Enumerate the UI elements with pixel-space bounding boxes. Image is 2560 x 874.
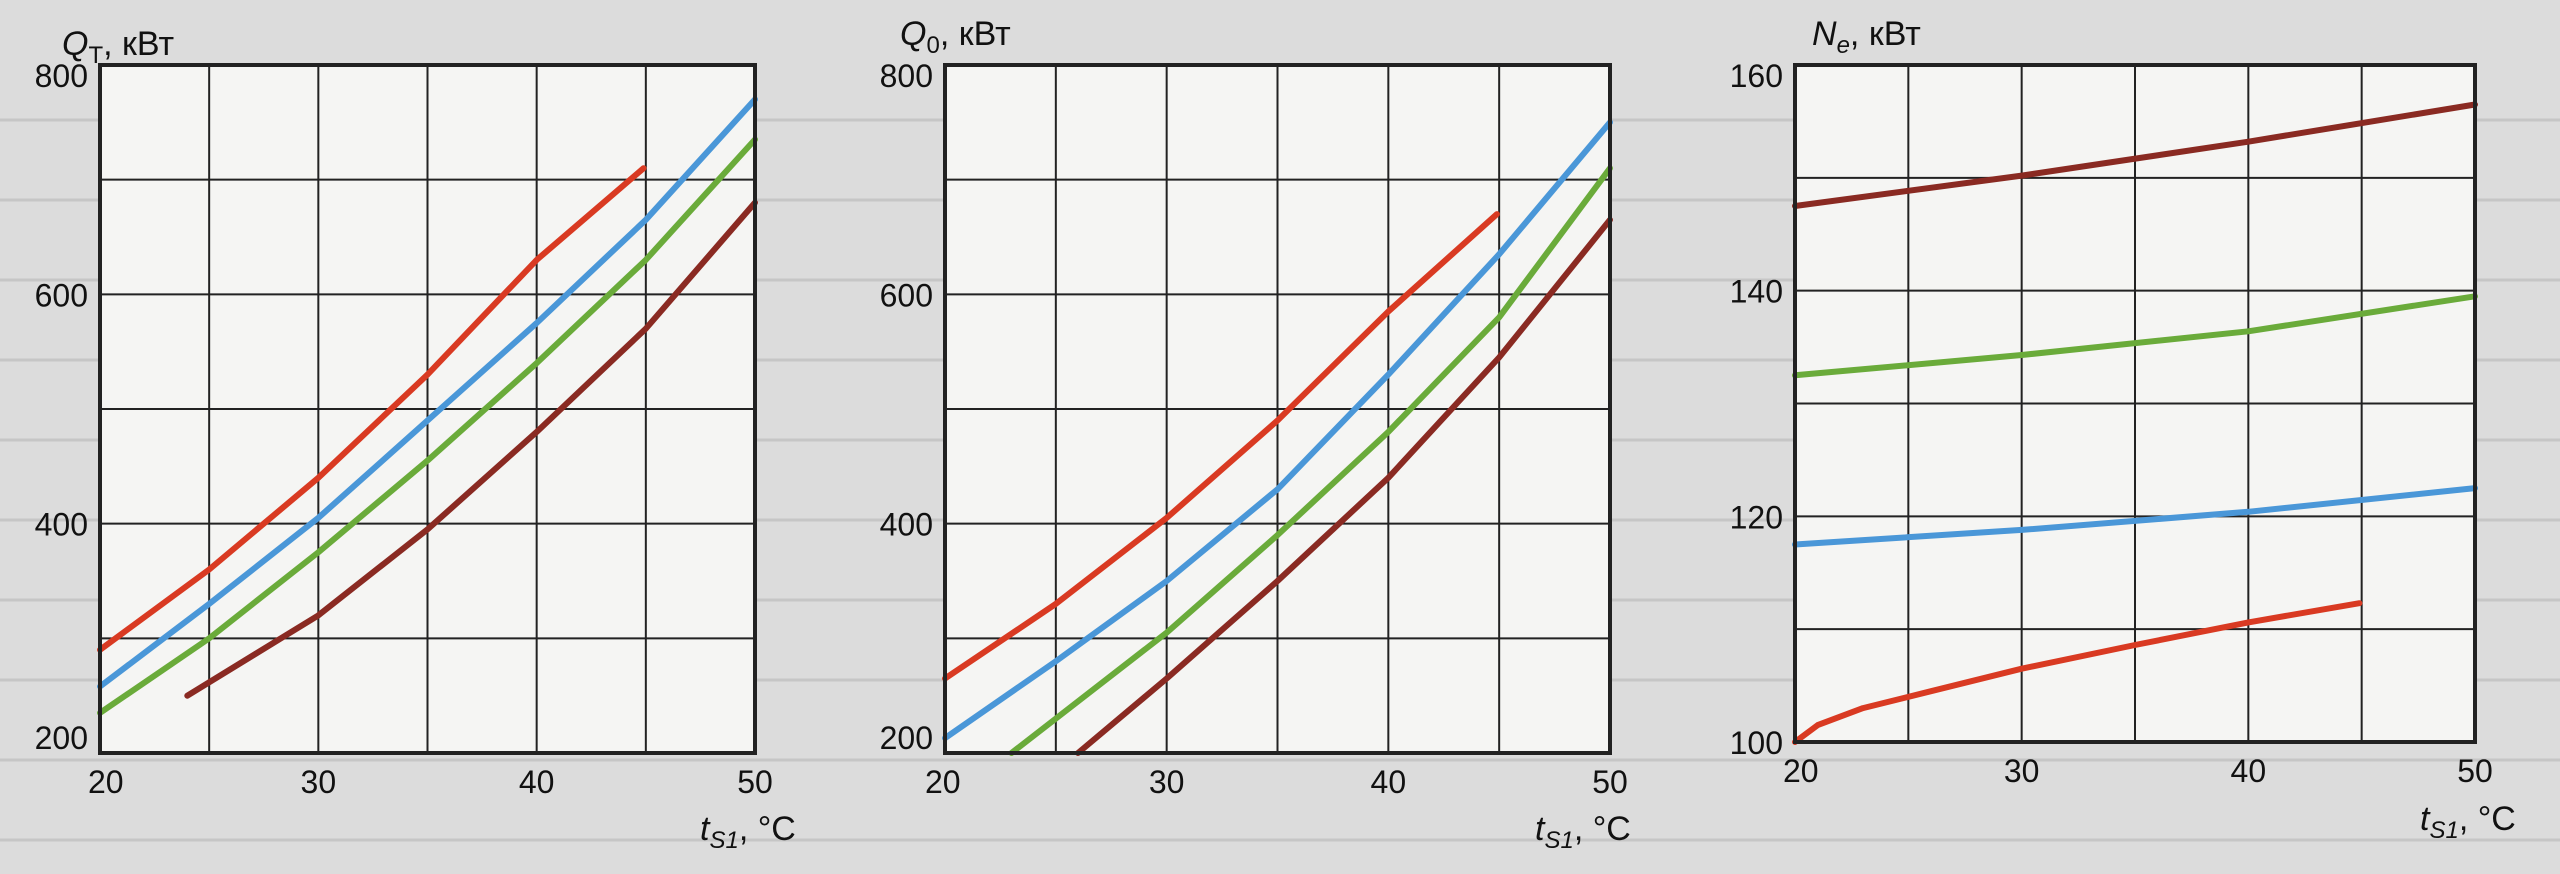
y-tick-label: 400 [880, 507, 933, 543]
x-tick-label: 30 [2004, 753, 2040, 789]
y-tick-label: 800 [880, 58, 933, 94]
x-axis-label: tS1, °C [700, 810, 796, 854]
y-tick-label: 100 [1730, 725, 1783, 761]
chart-q0: 20 30 40 50 200 400 600 800 Q0, кВт tS1, °C [880, 15, 1631, 854]
plot-frame [98, 63, 757, 755]
gridlines [945, 65, 1610, 753]
tick-labels: 20 30 40 50 100 120 140 160 [1730, 58, 2493, 789]
x-tick-label: 40 [1371, 764, 1407, 800]
plot-frame [1793, 63, 2477, 744]
x-tick-label: 30 [301, 764, 337, 800]
plot-frame [943, 63, 1612, 755]
x-axis-label: tS1, °C [1535, 810, 1631, 854]
series-line-red [97, 165, 647, 653]
x-tick-label: 20 [1783, 753, 1819, 789]
series-line-brown [184, 199, 758, 699]
series-layer [1792, 101, 2478, 745]
y-tick-label: 200 [35, 720, 88, 756]
x-tick-label: 50 [1592, 764, 1628, 800]
series-line-blue [97, 96, 758, 690]
series-line-blue [942, 119, 1613, 742]
series-line-green [1008, 165, 1613, 756]
series-line-blue [1792, 485, 2478, 548]
series-layer [942, 119, 1613, 756]
y-tick-label: 400 [35, 507, 88, 543]
y-axis-label: Ne, кВт [1812, 15, 1921, 59]
chart-ne: 20 30 40 50 100 120 140 160 Ne, кВт tS1, °C [1730, 15, 2516, 844]
y-tick-label: 120 [1730, 499, 1783, 535]
tick-labels: 20 30 40 50 200 400 600 800 [880, 58, 1628, 800]
series-line-green [1792, 293, 2478, 379]
chart-qt: 20 30 40 50 200 400 600 800 QT, кВт tS1, °C [35, 25, 796, 854]
series-line-brown [1792, 101, 2478, 209]
y-tick-label: 160 [1730, 58, 1783, 94]
x-tick-label: 30 [1149, 764, 1185, 800]
x-tick-label: 20 [925, 764, 961, 800]
y-axis-label: QT, кВт [62, 25, 174, 69]
x-tick-label: 50 [737, 764, 773, 800]
y-tick-label: 600 [880, 277, 933, 313]
y-tick-label: 200 [880, 720, 933, 756]
y-axis-label: Q0, кВт [900, 15, 1011, 59]
y-tick-label: 800 [35, 58, 88, 94]
x-axis-label: tS1, °C [2420, 800, 2516, 844]
series-line-green [97, 136, 758, 716]
series-line-brown [1075, 216, 1613, 756]
x-tick-label: 40 [519, 764, 555, 800]
y-tick-label: 140 [1730, 274, 1783, 310]
series-line-red [942, 211, 1500, 682]
y-tick-label: 600 [35, 277, 88, 313]
x-tick-label: 40 [2231, 753, 2267, 789]
series-line-red [1792, 600, 2363, 745]
series-layer [97, 96, 758, 716]
x-tick-label: 50 [2457, 753, 2493, 789]
x-tick-label: 20 [88, 764, 124, 800]
tick-labels: 20 30 40 50 200 400 600 800 [35, 58, 773, 800]
gridlines [1795, 65, 2475, 742]
